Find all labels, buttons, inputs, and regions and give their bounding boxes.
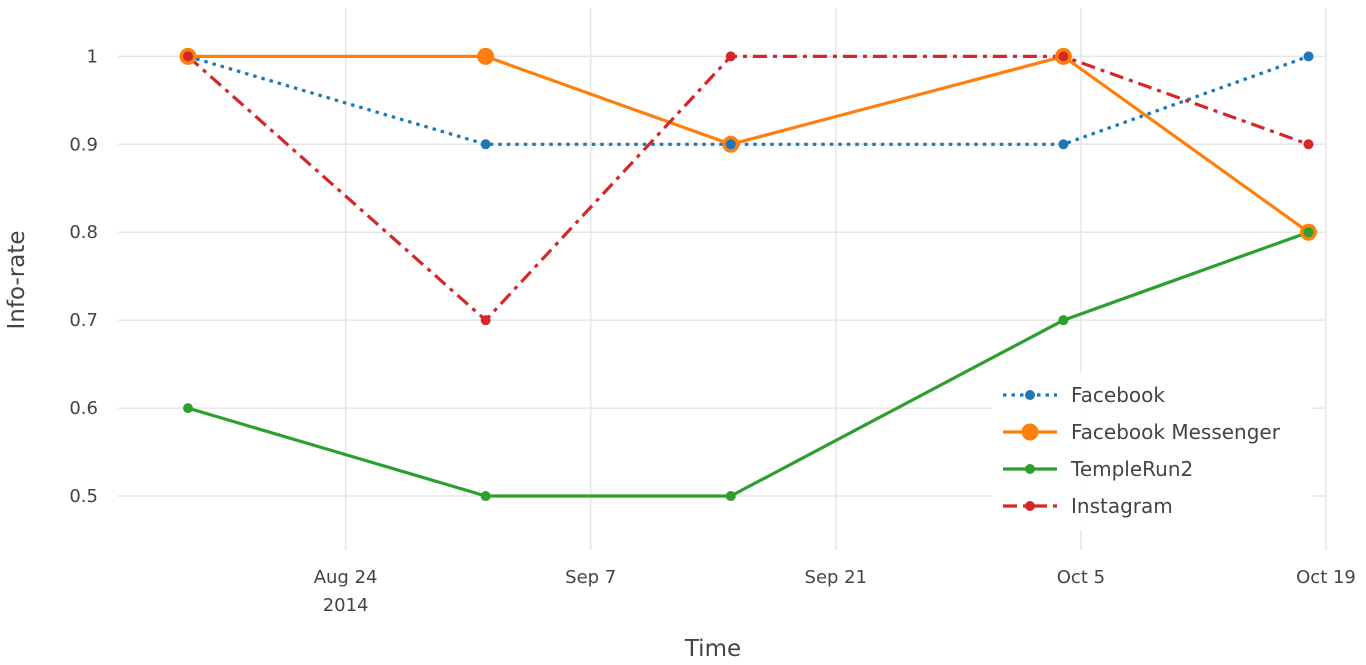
- x-tick-label: Oct 5: [1057, 567, 1105, 588]
- tick-labels: 0.5 0.6 0.7 0.8 0.9 1 Aug 24 2014 Sep 7 Sep 21 Oct…: [69, 46, 1356, 616]
- data-point-instagram: [480, 315, 491, 326]
- series-line-facebook: [187, 54, 1310, 146]
- y-tick-label: 0.9: [69, 134, 98, 155]
- data-point-facebook: [1058, 139, 1069, 150]
- x-tick-sublabel: 2014: [323, 595, 369, 616]
- data-point-templerun2: [725, 491, 736, 502]
- data-point-templerun2: [1303, 227, 1314, 238]
- y-tick-label: 0.7: [69, 310, 98, 331]
- legend-swatch-marker: [1021, 423, 1039, 441]
- x-tick-label: Sep 21: [805, 567, 868, 588]
- data-point-templerun2: [480, 491, 491, 502]
- legend-swatch-marker: [1025, 464, 1035, 474]
- x-tick-label: Oct 19: [1296, 567, 1356, 588]
- legend-label: Instagram: [1071, 494, 1173, 518]
- data-point-templerun2: [1058, 315, 1069, 326]
- legend-label: Facebook Messenger: [1071, 420, 1281, 444]
- y-tick-label: 0.6: [69, 398, 98, 419]
- data-point-instagram: [183, 51, 194, 62]
- data-point-instagram: [1303, 139, 1314, 150]
- y-tick-label: 1: [87, 46, 98, 67]
- legend-background: [992, 372, 1312, 530]
- data-point-templerun2: [183, 403, 194, 414]
- y-tick-label: 0.5: [69, 486, 98, 507]
- x-tick-label: Aug 24: [314, 567, 378, 588]
- legend-swatch-marker: [1025, 390, 1035, 400]
- data-point-facebook: [725, 139, 736, 150]
- legend: Facebook Facebook Messenger TempleRun2 Inst…: [992, 372, 1312, 530]
- data-point-facebook: [1303, 51, 1314, 62]
- data-point-facebook: [480, 139, 491, 150]
- legend-swatch-marker: [1025, 501, 1035, 511]
- legend-label: Facebook: [1071, 383, 1165, 407]
- data-point-instagram: [725, 51, 736, 62]
- data-point-facebook-messenger: [477, 47, 495, 65]
- y-tick-label: 0.8: [69, 222, 98, 243]
- data-point-instagram: [1058, 51, 1069, 62]
- series-markers: [179, 47, 1317, 502]
- y-axis-title: Info-rate: [4, 231, 30, 330]
- legend-label: TempleRun2: [1070, 457, 1193, 481]
- series-line-instagram: [186, 54, 1310, 322]
- x-axis-title: Time: [684, 636, 741, 662]
- x-tick-label: Sep 7: [565, 567, 616, 588]
